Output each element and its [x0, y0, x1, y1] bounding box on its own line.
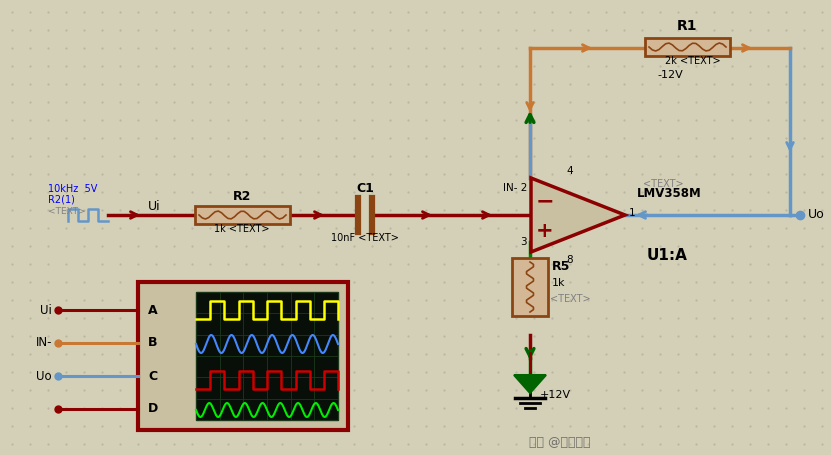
Text: Ui: Ui: [148, 200, 160, 213]
Bar: [512, 258, 548, 316]
Text: 4: 4: [567, 166, 573, 176]
Bar: [196, 292, 338, 420]
Polygon shape: [514, 375, 546, 393]
Text: <TEXT>: <TEXT>: [48, 207, 86, 216]
Text: LMV358M: LMV358M: [637, 187, 701, 200]
Text: R2(1): R2(1): [48, 195, 75, 205]
Text: -12V: -12V: [657, 70, 683, 80]
Bar: [645, 38, 730, 56]
Text: 1k: 1k: [552, 278, 566, 288]
Text: 3: 3: [520, 237, 527, 247]
Polygon shape: [531, 178, 625, 252]
Text: A: A: [148, 303, 158, 317]
Text: U1:A: U1:A: [647, 248, 688, 263]
Bar: [195, 206, 290, 224]
Text: R2: R2: [233, 190, 251, 203]
Text: +12V: +12V: [540, 390, 571, 400]
Text: <TEXT>: <TEXT>: [550, 294, 591, 304]
Text: 1: 1: [629, 208, 636, 218]
Text: 10kHz  5V: 10kHz 5V: [48, 184, 97, 194]
Text: <TEXT>: <TEXT>: [643, 179, 684, 189]
Text: Uo: Uo: [37, 369, 52, 383]
Text: IN-: IN-: [36, 337, 52, 349]
Text: 1k <TEXT>: 1k <TEXT>: [214, 224, 270, 234]
Text: R1: R1: [676, 19, 697, 33]
Text: C1: C1: [356, 182, 374, 195]
Text: IN- 2: IN- 2: [503, 183, 527, 193]
Text: 8: 8: [567, 255, 573, 265]
Text: 2k <TEXT>: 2k <TEXT>: [665, 56, 720, 66]
Text: 10nF <TEXT>: 10nF <TEXT>: [331, 233, 399, 243]
Text: D: D: [148, 403, 158, 415]
Bar: [138, 282, 348, 430]
Text: −: −: [536, 191, 554, 211]
Text: C: C: [148, 369, 157, 383]
Text: B: B: [148, 337, 158, 349]
Text: Uo: Uo: [808, 208, 824, 222]
Text: 知乎 @电路药丸: 知乎 @电路药丸: [529, 435, 591, 449]
Text: +: +: [536, 221, 553, 241]
Text: Ui: Ui: [40, 303, 52, 317]
Text: R5: R5: [552, 260, 570, 273]
